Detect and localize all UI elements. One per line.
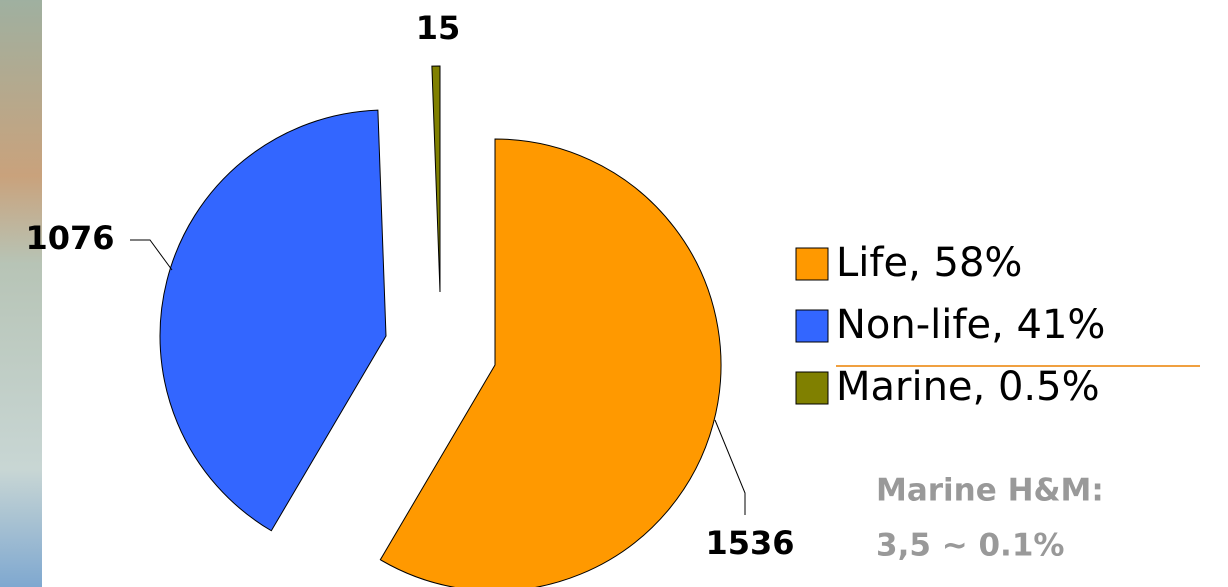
legend-swatch: [795, 309, 829, 343]
leader-line: [130, 239, 173, 271]
pie-slice: [431, 65, 441, 293]
pie-slice: [159, 109, 387, 532]
legend-label: Non-life, 41%: [836, 302, 1105, 348]
background-photo: [0, 0, 42, 587]
data-label: 1536: [705, 524, 794, 562]
pie-slice: [379, 138, 722, 587]
data-label: 1076: [25, 219, 114, 257]
legend-label: Marine, 0.5%: [836, 364, 1100, 410]
data-label: 15: [416, 9, 461, 47]
leader-line: [714, 419, 746, 515]
legend-swatch: [795, 371, 829, 405]
annotation: Marine H&M:: [876, 473, 1104, 509]
annotation: 3,5 ~ 0.1%: [876, 528, 1064, 564]
legend-label: Life, 58%: [836, 240, 1022, 286]
legend-swatch: [795, 247, 829, 281]
